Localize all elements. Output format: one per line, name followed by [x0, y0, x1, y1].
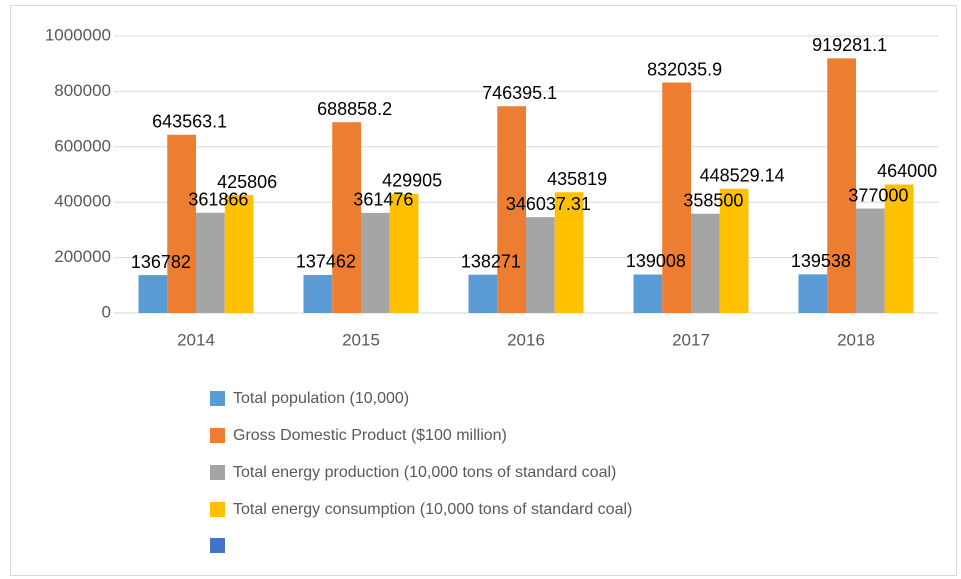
legend-swatch — [210, 502, 225, 517]
bar — [389, 193, 419, 313]
legend-label: Gross Domestic Product ($100 million) — [233, 427, 507, 444]
bar — [468, 274, 498, 313]
bar — [856, 208, 885, 313]
y-tick-label: 800000 — [54, 81, 111, 100]
legend-label: Total population (10,000) — [233, 390, 409, 407]
legend-swatch — [210, 465, 225, 480]
bar — [332, 122, 361, 313]
data-label: 358500 — [683, 190, 743, 210]
bar — [497, 106, 526, 313]
data-label: 377000 — [848, 185, 908, 205]
data-label: 361476 — [353, 190, 413, 210]
data-label: 136782 — [131, 252, 191, 272]
y-tick-label: 200000 — [54, 247, 111, 266]
data-label: 425806 — [217, 172, 277, 192]
data-label: 435819 — [547, 169, 607, 189]
y-tick-label: 0 — [102, 302, 111, 321]
x-tick-label: 2014 — [177, 330, 215, 349]
x-tick-label: 2015 — [342, 330, 380, 349]
bar — [798, 274, 828, 313]
legend-swatch — [210, 428, 225, 443]
data-label: 832035.9 — [647, 59, 722, 79]
y-tick-label: 600000 — [54, 136, 111, 155]
x-tick-label: 2016 — [507, 330, 545, 349]
bar — [554, 192, 584, 313]
bar — [361, 212, 390, 313]
bar — [196, 212, 225, 313]
x-tick-label: 2018 — [837, 330, 875, 349]
data-label: 139008 — [626, 251, 686, 271]
y-tick-label: 400000 — [54, 192, 111, 211]
bar — [691, 213, 720, 313]
data-label: 464000 — [877, 161, 937, 181]
data-label: 688858.2 — [317, 99, 392, 119]
y-tick-label: 1000000 — [45, 25, 111, 44]
bar — [167, 134, 196, 313]
data-label: 746395.1 — [482, 83, 557, 103]
legend-label: Total energy consumption (10,000 tons of… — [233, 501, 632, 518]
legend-swatch — [210, 538, 225, 553]
bar — [138, 275, 168, 313]
data-label: 137462 — [296, 252, 356, 272]
data-label: 429905 — [382, 171, 442, 191]
bar — [303, 274, 333, 313]
data-label: 643563.1 — [152, 111, 227, 131]
bar — [662, 82, 691, 313]
data-label: 346037.31 — [506, 194, 591, 214]
legend-label: Total energy production (10,000 tons of … — [233, 464, 616, 481]
bar — [827, 58, 856, 314]
x-tick-label: 2017 — [672, 330, 710, 349]
data-label: 361866 — [188, 190, 248, 210]
data-label: 138271 — [461, 251, 521, 271]
bar — [884, 184, 914, 313]
legend-swatch — [210, 391, 225, 406]
data-label: 139538 — [791, 251, 851, 271]
bar — [633, 274, 663, 313]
bar — [719, 188, 749, 313]
data-label: 919281.1 — [812, 35, 887, 55]
bar — [526, 217, 555, 313]
data-label: 448529.14 — [700, 166, 785, 186]
bar — [224, 195, 254, 313]
